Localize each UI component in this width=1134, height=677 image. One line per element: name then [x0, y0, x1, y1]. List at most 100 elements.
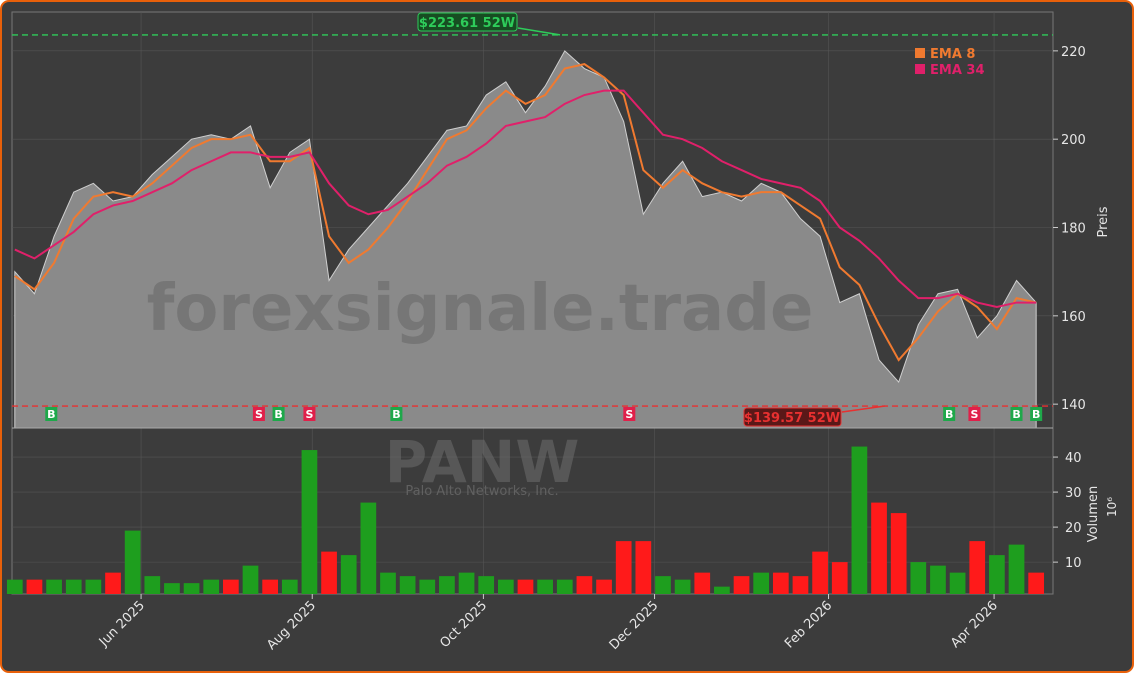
volume-bar	[85, 579, 102, 594]
high-52w-label: $223.61 52W	[419, 16, 515, 31]
volume-bar	[930, 565, 946, 594]
signal-box	[1010, 407, 1023, 421]
volume-bar	[26, 579, 43, 594]
signal-box	[390, 407, 403, 421]
volume-bar	[537, 579, 553, 594]
volume-bar	[1008, 544, 1025, 594]
signal-label: S	[970, 408, 978, 421]
volume-bar	[478, 576, 495, 594]
volume-bar	[301, 450, 318, 594]
volume-bar	[615, 541, 632, 594]
volume-bar	[6, 579, 23, 594]
volume-bar	[831, 562, 848, 594]
volume-bar	[105, 572, 121, 594]
volume-bar	[46, 579, 62, 594]
volume-bar	[576, 576, 593, 594]
signal-label: B	[1012, 408, 1020, 421]
volume-bar	[596, 579, 612, 594]
volume-label: Volumen	[1086, 486, 1101, 543]
volume-bar	[733, 576, 750, 594]
signal-box	[943, 407, 956, 421]
low-52w-arrow	[841, 405, 886, 413]
legend-swatch	[915, 64, 925, 74]
volume-bar	[183, 583, 200, 594]
volume-bar	[124, 530, 141, 594]
signal-label: B	[1032, 408, 1040, 421]
volume-bar	[242, 565, 259, 594]
price-area	[14, 50, 1037, 429]
signal-box	[1030, 407, 1043, 421]
volume-bar	[458, 572, 475, 594]
y-tick-label: 10	[1065, 556, 1082, 571]
volume-bar	[321, 551, 337, 594]
volume-bar	[360, 502, 377, 594]
signal-box	[45, 407, 58, 421]
legend-swatch	[915, 48, 925, 58]
volume-bar	[203, 579, 220, 594]
volume-bar	[772, 572, 789, 594]
signal-box	[968, 407, 981, 421]
volume-bar	[223, 579, 239, 594]
y-tick-label: 20	[1065, 521, 1082, 536]
signal-box	[623, 407, 636, 421]
y-tick-label: 180	[1061, 222, 1086, 237]
volume-bar	[812, 551, 828, 594]
signal-label: S	[625, 408, 633, 421]
signal-label: S	[255, 408, 263, 421]
y-tick-label: 40	[1065, 451, 1082, 466]
y-tick-label: 200	[1061, 133, 1086, 148]
high-52w-arrow	[517, 27, 561, 36]
y-tick-label: 220	[1061, 45, 1086, 60]
volume-bar	[714, 586, 730, 594]
ema-line	[14, 89, 1037, 309]
symbol: PANW	[385, 428, 580, 496]
volume-bar	[890, 513, 907, 594]
volume-bar	[655, 576, 671, 594]
volume-bar	[439, 576, 455, 594]
volume-bar	[1028, 572, 1045, 594]
company: Palo Alto Networks, Inc.	[405, 484, 558, 499]
volume-bar	[340, 555, 357, 594]
volume-bar	[65, 579, 82, 594]
volume-bar	[635, 541, 652, 594]
low-52w-box	[743, 407, 842, 427]
volume-bar	[674, 579, 691, 594]
y-tick-label: 140	[1061, 398, 1086, 413]
legend-label: EMA 34	[930, 63, 985, 78]
volume-bar	[989, 555, 1005, 594]
low-52w-label: $139.57 52W	[744, 411, 840, 426]
high-52w-box	[417, 12, 518, 32]
volume-bar	[910, 562, 927, 594]
signal-box	[303, 407, 316, 421]
legend-label: EMA 8	[930, 47, 975, 62]
volume-bar	[792, 576, 809, 594]
volume-bar	[753, 572, 770, 594]
y-label: Preis	[1096, 206, 1111, 237]
volume-bar	[419, 579, 436, 594]
ema-line	[14, 63, 1037, 362]
volume-bar	[871, 502, 887, 594]
signal-box	[272, 407, 285, 421]
volume-bar	[497, 579, 514, 594]
y-tick-label: 30	[1065, 486, 1082, 501]
y-tick-label: 160	[1061, 310, 1086, 325]
signal-box	[252, 407, 265, 421]
volume-bar	[144, 576, 161, 594]
volume-unit: 10⁶	[1105, 497, 1119, 517]
volume-bar	[281, 579, 298, 594]
signal-label: B	[392, 408, 400, 421]
volume-bar	[969, 541, 986, 594]
volume-bar	[556, 579, 573, 594]
volume-bar	[380, 572, 396, 594]
watermark: forexsignale.trade	[147, 272, 814, 346]
signal-label: S	[305, 408, 313, 421]
volume-bar	[851, 446, 868, 594]
volume-bar	[517, 579, 534, 594]
volume-bar	[399, 576, 416, 594]
volume-bar	[164, 583, 180, 594]
signal-label: B	[47, 408, 55, 421]
signal-label: B	[274, 408, 282, 421]
volume-bar	[262, 579, 279, 594]
volume-bar	[949, 572, 966, 594]
